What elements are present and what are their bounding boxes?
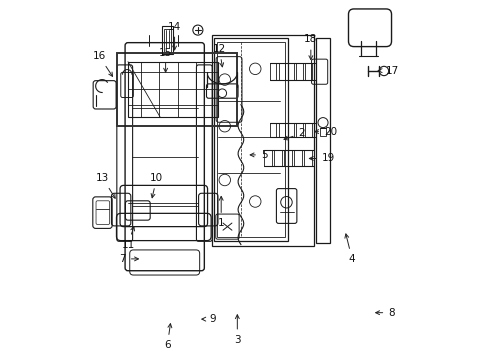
Text: 14: 14 <box>167 22 181 50</box>
Text: 1: 1 <box>218 197 224 228</box>
Bar <box>319 128 325 135</box>
Text: 10: 10 <box>150 173 163 198</box>
Text: 4: 4 <box>344 234 355 264</box>
Bar <box>294 149 302 166</box>
Text: 15: 15 <box>159 48 172 72</box>
Text: 7: 7 <box>119 254 138 264</box>
Bar <box>164 29 170 51</box>
Text: 12: 12 <box>212 44 225 67</box>
Bar <box>128 62 217 117</box>
Text: 5: 5 <box>250 150 267 160</box>
Text: 19: 19 <box>309 153 335 163</box>
Bar <box>278 123 285 137</box>
Bar <box>214 39 287 241</box>
Bar <box>117 53 237 126</box>
Bar <box>162 26 172 54</box>
Bar <box>305 123 312 137</box>
Text: 18: 18 <box>304 35 317 60</box>
Text: 6: 6 <box>164 324 171 350</box>
Text: 2: 2 <box>284 129 305 140</box>
Bar <box>316 39 329 243</box>
Bar <box>269 123 276 137</box>
Bar <box>287 123 294 137</box>
Bar <box>296 123 303 137</box>
Bar <box>278 63 285 80</box>
Text: 8: 8 <box>375 308 394 318</box>
Bar <box>296 63 303 80</box>
Bar <box>287 63 294 80</box>
Bar <box>284 149 292 166</box>
Bar <box>212 35 314 246</box>
Bar <box>264 149 271 166</box>
Text: 13: 13 <box>96 173 115 198</box>
Text: 3: 3 <box>234 315 240 345</box>
Bar <box>216 42 284 237</box>
Bar <box>305 63 312 80</box>
Bar <box>304 149 312 166</box>
Bar <box>274 149 282 166</box>
Text: 11: 11 <box>121 227 134 249</box>
Text: 9: 9 <box>202 314 215 324</box>
Bar <box>269 63 276 80</box>
Text: 16: 16 <box>92 51 112 76</box>
Text: 20: 20 <box>314 127 336 136</box>
Text: 17: 17 <box>377 66 398 76</box>
